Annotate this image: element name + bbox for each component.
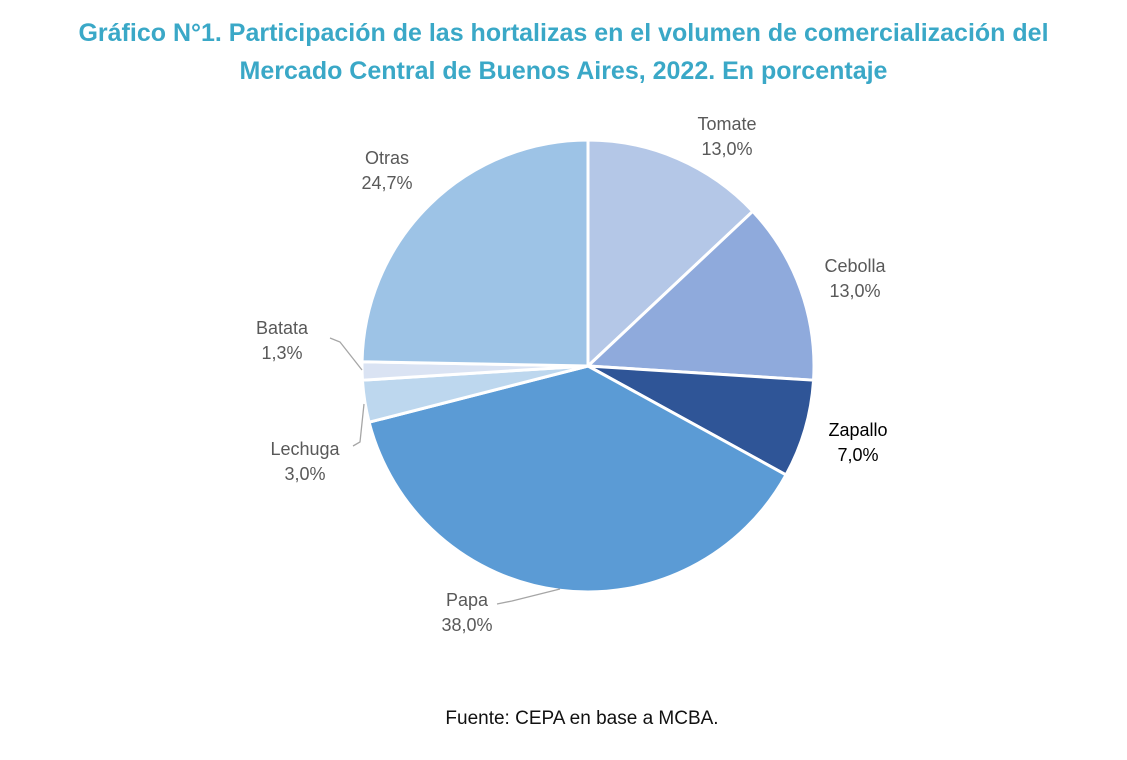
slice-label-name-batata: Batata (256, 318, 309, 338)
slice-labels: Tomate 13,0% Cebolla 13,0% Zapallo 7,0% Papa 38… (256, 114, 888, 635)
slice-label-value-papa: 38,0% (441, 615, 492, 635)
source-note: Fuente: CEPA en base a MCBA. (445, 708, 719, 729)
chart-title-line-2: Mercado Central de Buenos Aires, 2022. E… (239, 57, 888, 85)
label-leader-lines (329, 337, 561, 605)
slice-label-name-cebolla: Cebolla (824, 256, 886, 276)
pie-slice-papa (367, 364, 788, 594)
pie-slice-tomate (586, 138, 755, 368)
pie-slices (360, 138, 816, 594)
slice-label-value-cebolla: 13,0% (829, 281, 880, 301)
slice-label-name-otras: Otras (365, 148, 409, 168)
pie-slice-otras (360, 138, 590, 368)
slice-label-name-zapallo: Zapallo (828, 420, 887, 440)
slice-label-name-lechuga: Lechuga (270, 439, 340, 459)
pie-slice-cebolla (586, 209, 816, 382)
chart-title-line-1: Gráfico N°1. Participación de las hortal… (78, 19, 1049, 47)
slice-label-name-papa: Papa (446, 590, 489, 610)
leader-line-lechuga (352, 403, 365, 447)
leader-line-papa (496, 588, 561, 605)
slice-label-value-otras: 24,7% (361, 173, 412, 193)
leader-line-batata (329, 337, 363, 371)
slice-label-value-zapallo: 7,0% (837, 445, 878, 465)
slice-label-name-tomate: Tomate (697, 114, 756, 134)
chart-title: Gráfico N°1. Participación de las hortal… (0, 14, 1127, 90)
slice-label-value-tomate: 13,0% (701, 139, 752, 159)
slice-label-value-lechuga: 3,0% (284, 464, 325, 484)
slice-label-value-batata: 1,3% (261, 343, 302, 363)
